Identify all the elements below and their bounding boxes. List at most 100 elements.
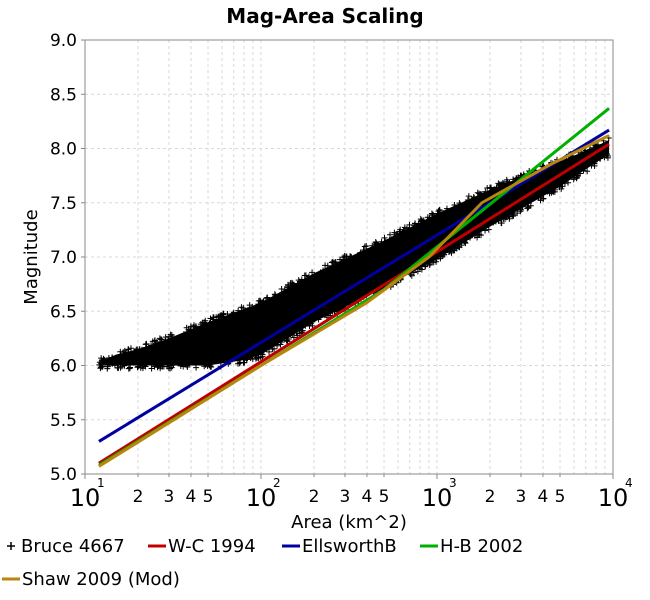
- scatter-point: [162, 334, 169, 341]
- scatter-point: [412, 220, 419, 227]
- scatter-point: [336, 256, 343, 263]
- scatter-point: [149, 338, 156, 345]
- scatter-point: [492, 218, 499, 225]
- x-minor-tick-label: 5: [555, 487, 566, 507]
- scatter-point: [302, 272, 309, 279]
- legend-swatch-marker: [7, 542, 15, 550]
- scatter-point: [134, 349, 141, 356]
- scatter-point: [361, 243, 368, 250]
- scatter-point: [249, 356, 256, 363]
- scatter-point: [269, 346, 276, 353]
- scatter-point: [99, 363, 106, 370]
- scatter-point: [490, 219, 497, 226]
- legend-label: Shaw 2009 (Mod): [22, 569, 180, 590]
- x-minor-tick-label: 2: [309, 487, 320, 507]
- legend-item: H-B 2002: [420, 536, 523, 557]
- scatter-point: [562, 158, 569, 165]
- scatter-point: [590, 144, 597, 151]
- scatter-point: [436, 211, 443, 218]
- scatter-point: [408, 272, 415, 279]
- scatter-point: [446, 248, 453, 255]
- scatter-point: [400, 226, 407, 233]
- scatter-point: [142, 363, 149, 370]
- scatter-point: [278, 339, 285, 346]
- scatter-point: [127, 364, 134, 371]
- scatter-point: [137, 364, 144, 371]
- scatter-point: [517, 208, 524, 215]
- y-tick-label: 5.0: [50, 465, 77, 485]
- legend-item: W-C 1994: [148, 536, 256, 557]
- scatter-point: [565, 179, 572, 186]
- scatter-point: [187, 323, 194, 330]
- scatter-point: [570, 176, 577, 183]
- scatter-point: [237, 359, 244, 366]
- scatter-point: [514, 210, 521, 217]
- scatter-point: [106, 359, 113, 366]
- y-tick-label: 5.5: [50, 411, 77, 431]
- scatter-point: [488, 184, 495, 191]
- scatter-point: [133, 346, 140, 353]
- scatter-point: [294, 281, 301, 288]
- scatter-point: [460, 237, 467, 244]
- scatter-point: [246, 302, 253, 309]
- scatter-point: [482, 188, 489, 195]
- scatter-point: [429, 212, 436, 219]
- scatter-point: [513, 175, 520, 182]
- y-tick-label: 6.5: [50, 302, 77, 322]
- scatter-point: [246, 353, 253, 360]
- scatter-point: [324, 262, 331, 269]
- scatter-point: [220, 311, 227, 318]
- scatter-point: [331, 259, 338, 266]
- scatter-point: [235, 307, 242, 314]
- x-minor-tick-label: 4: [538, 487, 549, 507]
- scatter-point: [482, 223, 489, 230]
- scatter-point: [544, 188, 551, 195]
- legend: Bruce 4667 W-C 1994 EllsworthB H-B 2002 Shaw…: [2, 536, 523, 590]
- scatter-point: [418, 263, 425, 270]
- scatter-point: [586, 147, 593, 154]
- scatter-point: [104, 363, 111, 370]
- scatter-point: [485, 226, 492, 233]
- scatter-series-bruce: [96, 135, 612, 372]
- scatter-point: [464, 197, 471, 204]
- scatter-point: [295, 277, 302, 284]
- scatter-point: [524, 205, 531, 212]
- scatter-point: [571, 155, 578, 162]
- scatter-point: [150, 342, 157, 349]
- scatter-point: [315, 316, 322, 323]
- scatter-point: [381, 234, 388, 241]
- x-minor-tick-label: 3: [164, 487, 175, 507]
- scatter-point: [452, 243, 459, 250]
- chart-title: Mag-Area Scaling: [226, 4, 423, 28]
- scatter-point: [556, 184, 563, 191]
- scatter-point: [591, 162, 598, 169]
- scatter-point: [465, 193, 472, 200]
- scatter-point: [594, 141, 601, 148]
- y-axis-label: Magnitude: [21, 209, 42, 304]
- scatter-point: [183, 330, 190, 337]
- scatter-point: [575, 153, 582, 160]
- scatter-point: [471, 232, 478, 239]
- scatter-point: [456, 240, 463, 247]
- scatter-point: [190, 324, 197, 331]
- scatter-point: [139, 359, 146, 366]
- scatter-point: [150, 360, 157, 367]
- scatter-point: [482, 224, 489, 231]
- scatter-point: [502, 214, 509, 221]
- scatter-point: [569, 172, 576, 179]
- scatter-point: [234, 311, 241, 318]
- scatter-point: [313, 271, 320, 278]
- x-major-tick-exponent: 3: [449, 476, 457, 490]
- scatter-point: [96, 359, 103, 366]
- scatter-point: [244, 306, 251, 313]
- series-line-3: [98, 134, 610, 468]
- scatter-point: [440, 210, 447, 217]
- scatter-point: [348, 253, 355, 260]
- x-major-tick-exponent: 1: [97, 476, 105, 490]
- scatter-point: [401, 224, 408, 231]
- scatter-point: [478, 191, 485, 198]
- scatter-point: [596, 155, 603, 162]
- x-axis-label: Area (km^2): [291, 512, 407, 533]
